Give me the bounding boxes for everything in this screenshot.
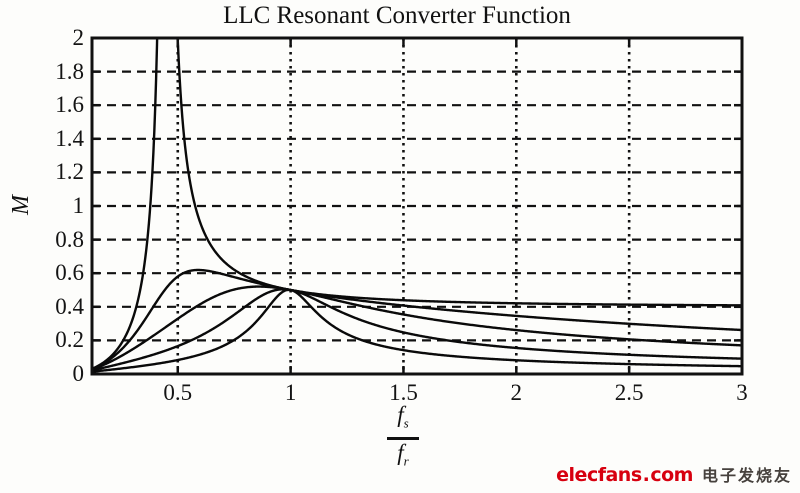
- gain-curve: [92, 288, 742, 372]
- x-axis-label: fs fr: [371, 403, 435, 473]
- watermark: elecfans.com 电子发烧友: [556, 462, 792, 486]
- x-tick-label: 2.5: [614, 380, 644, 405]
- watermark-dot: .: [642, 464, 650, 486]
- gain-curve: [92, 285, 742, 371]
- tick-marks: [92, 36, 744, 376]
- y-tick-label: 0.8: [55, 226, 84, 252]
- y-tick-label: 1: [72, 193, 85, 218]
- watermark-logo: elecfans.com: [556, 464, 693, 486]
- y-tick-label: 0.6: [55, 260, 84, 286]
- x-tick-label: 3: [736, 380, 748, 405]
- chart-title: LLC Resonant Converter Function: [223, 2, 571, 29]
- x-axis-label-numerator: fs: [397, 402, 409, 431]
- y-tick-label: 0.4: [55, 293, 84, 319]
- x-axis-label-denominator: fr: [397, 439, 409, 469]
- gain-curve: [92, 38, 742, 370]
- x-tick-label: 1.5: [389, 380, 418, 405]
- x-tick-label: 0.5: [163, 380, 193, 405]
- fraction-bar: [387, 436, 419, 440]
- y-tick-label: 1.4: [55, 125, 84, 151]
- gain-curve: [92, 268, 742, 371]
- y-tick-label: 2: [72, 25, 85, 50]
- x-tick-label: 1: [284, 380, 297, 405]
- gridlines: [92, 38, 742, 374]
- curve-group: [92, 38, 742, 373]
- x-tick-label: 2: [510, 380, 523, 405]
- y-tick-label: 0: [72, 361, 85, 386]
- y-tick-label: 1.8: [55, 58, 84, 84]
- y-tick-label: 1.6: [55, 92, 84, 118]
- y-tick-label: 0.2: [55, 327, 84, 353]
- gain-curve: [92, 288, 742, 373]
- watermark-chinese-text: 电子发烧友: [701, 466, 792, 485]
- y-tick-label: 1.2: [55, 159, 84, 185]
